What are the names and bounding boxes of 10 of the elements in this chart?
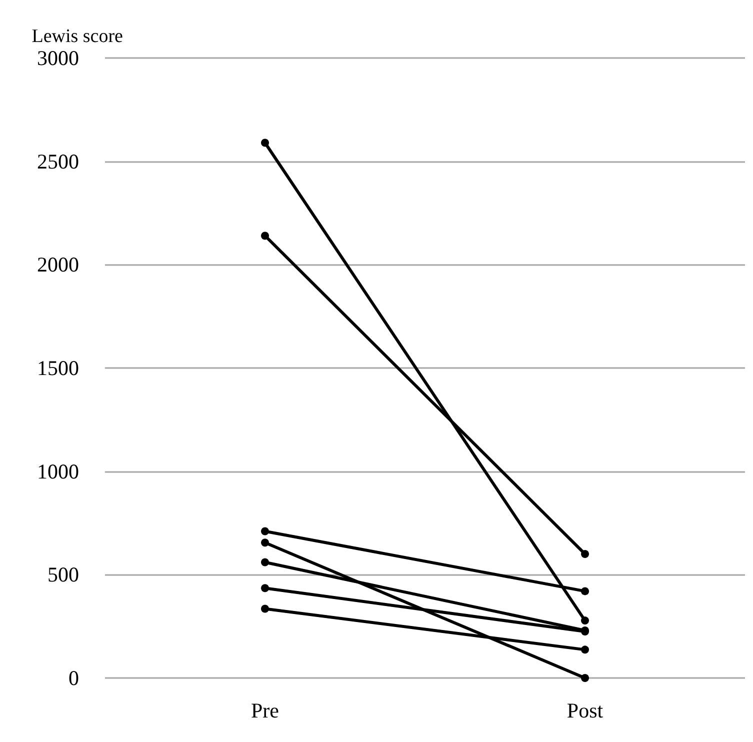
x-tick-label: Pre bbox=[251, 698, 279, 722]
y-tick-label: 3000 bbox=[37, 46, 79, 70]
y-tick-label: 0 bbox=[68, 666, 79, 690]
y-tick-label: 500 bbox=[48, 562, 79, 587]
y-tick-label: 2000 bbox=[37, 252, 79, 277]
y-tick-label: 1000 bbox=[37, 459, 79, 484]
y-tick-label: 1500 bbox=[37, 356, 79, 380]
y-tick-label: 2500 bbox=[37, 149, 79, 174]
y-axis-title: Lewis score bbox=[32, 26, 123, 47]
x-tick-label: Post bbox=[566, 698, 604, 722]
